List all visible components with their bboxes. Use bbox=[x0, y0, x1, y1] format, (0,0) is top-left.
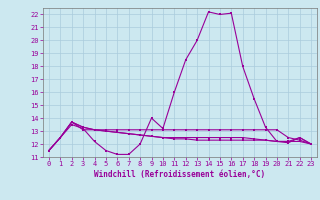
X-axis label: Windchill (Refroidissement éolien,°C): Windchill (Refroidissement éolien,°C) bbox=[94, 170, 266, 179]
